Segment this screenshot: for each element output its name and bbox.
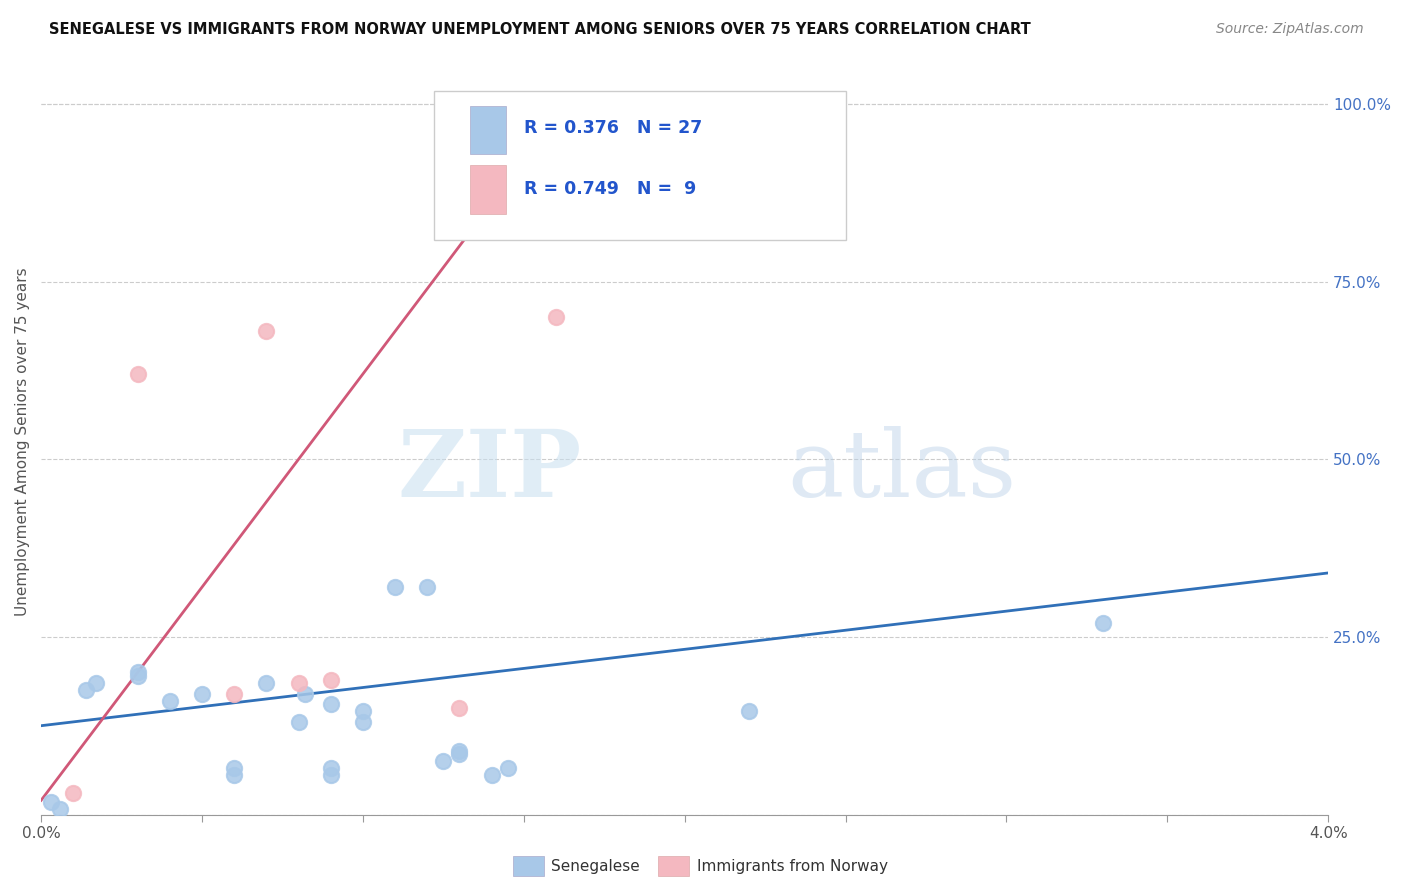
Text: ZIP: ZIP <box>398 426 582 516</box>
Point <box>254 676 277 690</box>
Point <box>544 310 567 325</box>
Point <box>416 580 439 594</box>
Point <box>294 687 316 701</box>
Text: Source: ZipAtlas.com: Source: ZipAtlas.com <box>1216 22 1364 37</box>
Bar <box>470 166 506 214</box>
Text: Senegalese: Senegalese <box>551 859 640 873</box>
Point <box>496 761 519 775</box>
Point <box>191 687 214 701</box>
Point <box>319 768 342 782</box>
Point <box>449 743 471 757</box>
Text: Immigrants from Norway: Immigrants from Norway <box>697 859 889 873</box>
Point <box>449 747 471 761</box>
Text: R = 0.376   N = 27: R = 0.376 N = 27 <box>524 120 702 137</box>
Point <box>513 218 536 232</box>
Text: R = 0.749   N =  9: R = 0.749 N = 9 <box>524 180 696 198</box>
Point <box>49 802 72 816</box>
Point <box>1091 615 1114 630</box>
Point <box>224 687 246 701</box>
Point <box>352 705 374 719</box>
Point <box>352 715 374 730</box>
Point <box>287 676 309 690</box>
FancyBboxPatch shape <box>433 91 845 240</box>
Point <box>224 768 246 782</box>
Point <box>319 761 342 775</box>
Point <box>432 754 454 768</box>
Point <box>127 669 149 683</box>
Bar <box>470 106 506 154</box>
Point <box>319 698 342 712</box>
Point <box>75 683 97 698</box>
Point <box>287 715 309 730</box>
Point <box>127 367 149 381</box>
Point <box>127 665 149 680</box>
Point <box>319 673 342 687</box>
Point <box>62 786 84 800</box>
Text: SENEGALESE VS IMMIGRANTS FROM NORWAY UNEMPLOYMENT AMONG SENIORS OVER 75 YEARS CO: SENEGALESE VS IMMIGRANTS FROM NORWAY UNE… <box>49 22 1031 37</box>
Point <box>254 325 277 339</box>
Point <box>84 676 107 690</box>
Point <box>384 580 406 594</box>
Point <box>738 705 761 719</box>
Y-axis label: Unemployment Among Seniors over 75 years: Unemployment Among Seniors over 75 years <box>15 268 30 615</box>
Point <box>449 701 471 715</box>
Text: atlas: atlas <box>787 426 1017 516</box>
Point <box>481 768 503 782</box>
Point <box>159 694 181 708</box>
Point <box>224 761 246 775</box>
Point <box>39 795 62 809</box>
